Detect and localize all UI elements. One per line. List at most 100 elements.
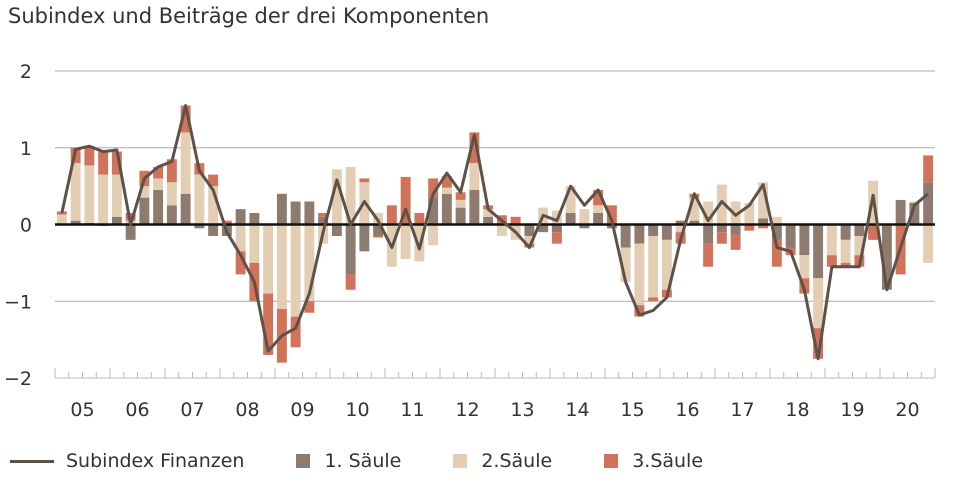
bar-2-s-ule: [689, 197, 700, 221]
bar-2-s-ule: [758, 182, 769, 219]
bar-1-s-ule: [579, 224, 590, 229]
bar-3-s-ule: [868, 224, 879, 240]
bar-2-s-ule: [98, 174, 109, 225]
bar-1-s-ule: [276, 193, 287, 225]
x-tick-label: 13: [510, 399, 534, 421]
bar-1-s-ule: [758, 218, 769, 225]
legend-item-subindex: Subindex Finanzen: [10, 450, 244, 472]
bar-1-s-ule: [428, 197, 439, 225]
x-tick-label: 18: [785, 399, 809, 421]
y-tick-label: −2: [4, 368, 32, 390]
bar-1-s-ule: [455, 207, 466, 225]
bar-3-s-ule: [221, 220, 232, 225]
bar-1-s-ule: [840, 224, 851, 240]
bar-1-s-ule: [620, 224, 631, 248]
bar-2-s-ule: [428, 224, 439, 246]
y-tick-label: 0: [20, 215, 32, 237]
bar-2-s-ule: [661, 239, 672, 290]
bar-1-s-ule: [648, 224, 659, 237]
bar-2-s-ule: [565, 186, 576, 213]
bar-2-s-ule: [180, 132, 191, 194]
line-subindex-finanzen: [60, 104, 930, 361]
bar-1-s-ule: [524, 224, 535, 237]
bar-1-s-ule: [359, 224, 370, 252]
bar-2-s-ule: [208, 186, 219, 225]
bar-3-s-ule: [840, 262, 851, 267]
bar-1-s-ule: [538, 224, 549, 233]
bar-3-s-ule: [263, 293, 274, 355]
bar-2-s-ule: [730, 201, 741, 225]
bar-3-s-ule: [153, 166, 164, 179]
legend-swatch: [296, 454, 311, 468]
bar-2-s-ule: [813, 278, 824, 329]
bar-1-s-ule: [153, 189, 164, 225]
bar-3-s-ule: [386, 205, 397, 225]
legend-item-saeule-1: 1. Säule: [296, 450, 401, 472]
bar-1-s-ule: [111, 216, 122, 225]
bar-2-s-ule: [263, 224, 274, 294]
chart-plot: 210−1−205 06 07 08 09 10 11 12 13 14 15 16 17 18 19 20: [4, 61, 936, 421]
bar-3-s-ule: [208, 174, 219, 187]
bar-1-s-ule: [304, 201, 315, 225]
bar-2-s-ule: [400, 224, 411, 260]
bar-2-s-ule: [923, 224, 934, 263]
x-tick-label: 05: [70, 399, 94, 421]
bar-2-s-ule: [620, 247, 631, 283]
bar-3-s-ule: [84, 146, 95, 166]
bar-2-s-ule: [249, 224, 260, 263]
bar-1-s-ule: [483, 216, 494, 225]
bar-2-s-ule: [235, 224, 246, 252]
legend-item-saeule-3: 3.Säule: [604, 450, 703, 472]
bar-1-s-ule: [345, 224, 356, 275]
x-tick-label: 14: [565, 399, 589, 421]
bar-3-s-ule: [318, 212, 329, 217]
bar-1-s-ule: [166, 205, 177, 225]
bar-1-s-ule: [909, 203, 920, 225]
x-tick-label: 19: [840, 399, 864, 421]
bar-3-s-ule: [730, 234, 741, 250]
legend-item-saeule-2: 2.Säule: [453, 450, 552, 472]
bar-1-s-ule: [373, 224, 384, 237]
bar-1-s-ule: [675, 220, 686, 225]
bar-1-s-ule: [469, 189, 480, 225]
bar-2-s-ule: [139, 186, 150, 198]
y-tick-label: 2: [20, 61, 32, 83]
bar-2-s-ule: [84, 165, 95, 223]
bar-3-s-ule: [304, 301, 315, 313]
bar-2-s-ule: [840, 239, 851, 263]
x-tick-label: 16: [675, 399, 699, 421]
bar-1-s-ule: [813, 224, 824, 279]
bar-1-s-ule: [318, 216, 329, 225]
bar-2-s-ule: [854, 236, 865, 256]
y-tick-label: −1: [4, 291, 32, 313]
legend-swatch: [453, 454, 468, 468]
bar-2-s-ule: [70, 163, 81, 221]
bar-3-s-ule: [359, 178, 370, 183]
bar-3-s-ule: [345, 274, 356, 290]
bar-2-s-ule: [455, 199, 466, 208]
legend-label: 2.Säule: [481, 450, 553, 472]
bar-1-s-ule: [235, 209, 246, 225]
bar-3-s-ule: [758, 224, 769, 229]
bar-3-s-ule: [593, 189, 604, 206]
bar-1-s-ule: [331, 224, 342, 237]
bar-1-s-ule: [70, 220, 81, 225]
bar-3-s-ule: [400, 176, 411, 225]
x-tick-label: 15: [620, 399, 644, 421]
bar-2-s-ule: [441, 187, 452, 194]
bar-3-s-ule: [98, 151, 109, 175]
bar-3-s-ule: [235, 251, 246, 275]
bar-3-s-ule: [744, 224, 755, 231]
bar-2-s-ule: [579, 209, 590, 225]
bar-1-s-ule: [689, 220, 700, 225]
bar-2-s-ule: [345, 166, 356, 225]
bar-2-s-ule: [799, 255, 810, 279]
bar-1-s-ule: [895, 199, 906, 225]
x-tick-label: 11: [400, 399, 424, 421]
bar-1-s-ule: [441, 193, 452, 225]
bar-2-s-ule: [166, 182, 177, 206]
chart-title: Subindex und Beiträge der drei Komponent…: [8, 4, 490, 28]
x-tick-label: 10: [345, 399, 369, 421]
x-tick-label: 06: [125, 399, 149, 421]
bar-2-s-ule: [469, 163, 480, 190]
